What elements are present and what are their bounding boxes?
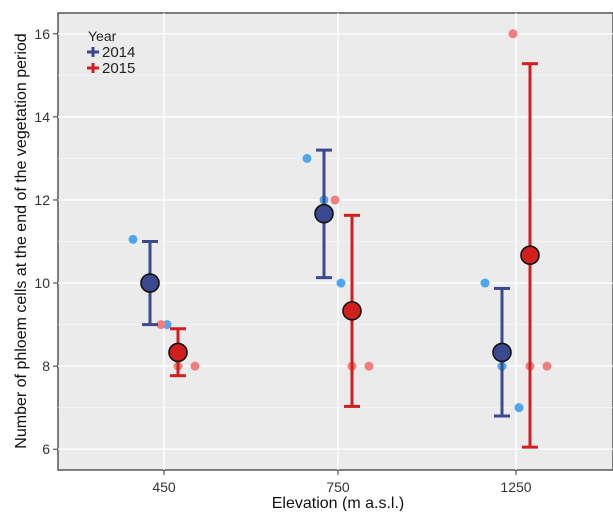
- x-axis-title: Elevation (m a.s.l.): [272, 495, 404, 511]
- mean-point-2014: [492, 342, 512, 363]
- raw-point-2014: [336, 278, 346, 288]
- raw-point-2015: [156, 320, 166, 330]
- mean-points: [140, 203, 540, 363]
- raw-point-2014: [302, 153, 312, 163]
- y-tick-label: 10: [34, 275, 50, 291]
- raw-point-2015: [364, 361, 374, 371]
- raw-point-2015: [190, 361, 200, 371]
- legend-label-2015: 2015: [102, 60, 135, 77]
- mean-point-2015: [520, 245, 540, 266]
- legend-title: Year: [88, 28, 117, 44]
- x-axis: 450 750 1250: [152, 470, 532, 495]
- y-tick-label: 12: [34, 192, 50, 208]
- mean-point-2015: [342, 301, 362, 321]
- raw-point-2014: [128, 234, 138, 244]
- raw-point-2014: [480, 278, 490, 288]
- y-tick-label: 14: [34, 109, 50, 125]
- x-tick-label: 750: [326, 479, 350, 495]
- raw-point-2015: [508, 29, 518, 39]
- mean-point-2015: [168, 342, 188, 363]
- legend-label-2014: 2014: [102, 44, 135, 61]
- x-tick-label: 1250: [500, 479, 531, 495]
- y-tick-label: 8: [42, 358, 50, 374]
- y-tick-label: 6: [42, 441, 50, 457]
- y-axis: 6 8 10 12 14 16: [34, 26, 58, 457]
- mean-point-2014: [314, 203, 334, 224]
- mean-point-2014: [140, 273, 160, 293]
- raw-point-2014: [514, 403, 524, 413]
- y-tick-label: 16: [34, 26, 50, 42]
- raw-point-2015: [330, 195, 340, 205]
- raw-point-2015: [542, 361, 552, 371]
- y-axis-title: Number of phloem cells at the end of the…: [13, 33, 30, 448]
- x-tick-label: 450: [152, 479, 176, 495]
